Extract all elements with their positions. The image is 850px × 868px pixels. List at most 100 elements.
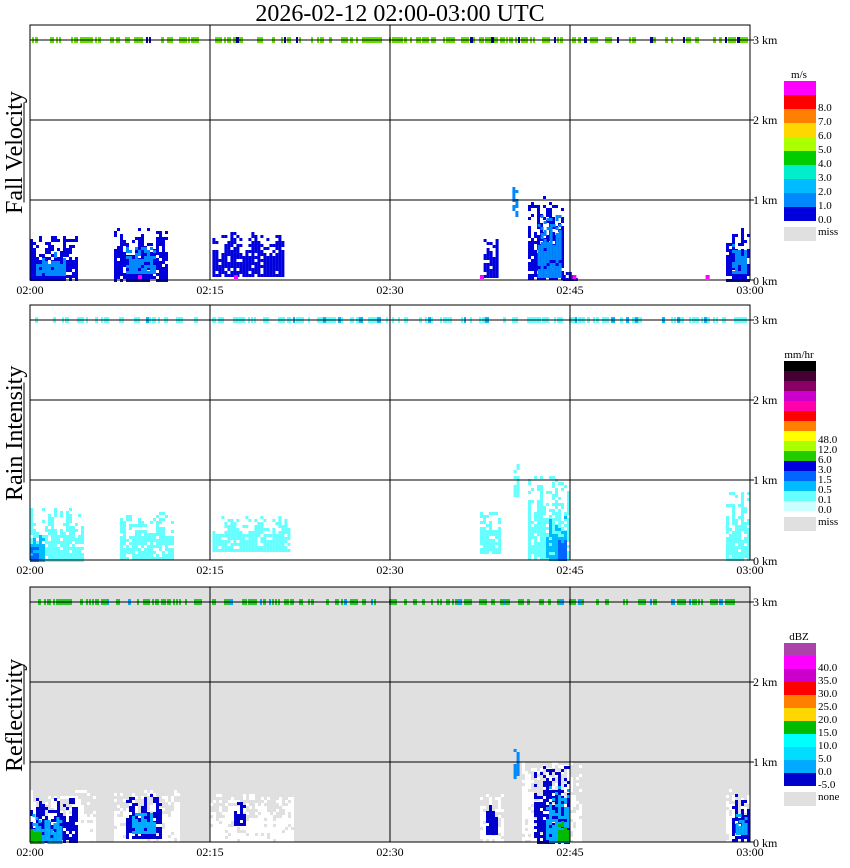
legend-swatch (784, 734, 816, 747)
panel-label: Reflectivity (2, 657, 28, 772)
y-tick-label: 1 km (753, 473, 778, 487)
panel-label: Rain Intensity (2, 364, 28, 501)
legend-swatch (784, 207, 816, 221)
legend-level: 5.0 (818, 753, 832, 765)
legend-swatch (784, 747, 816, 760)
legend-swatch (784, 401, 816, 411)
legend-level: 48.0 (818, 434, 838, 446)
legend-swatch (784, 151, 816, 165)
y-tick-label: 3 km (753, 595, 778, 609)
y-tick-label: 3 km (753, 33, 778, 47)
echo-speck (234, 275, 238, 279)
plot-frame (29, 304, 751, 561)
echo-region (483, 239, 499, 278)
echo-speck (138, 275, 142, 279)
legend-swatch (784, 193, 816, 207)
x-tick-label: 02:30 (376, 563, 404, 577)
legend-level: 7.0 (818, 116, 832, 128)
legend-level: 5.0 (818, 144, 832, 156)
legend-missing-swatch: miss (784, 226, 838, 241)
x-tick-label: 02:15 (196, 283, 224, 297)
x-tick-label: 02:00 (16, 563, 44, 577)
echo-region (486, 805, 498, 835)
legend-swatch (784, 391, 816, 401)
legend-level: 2.0 (818, 186, 832, 198)
echo-region (234, 802, 246, 826)
legend-swatch (784, 760, 816, 773)
echo-region (537, 215, 562, 278)
plot-frame (29, 24, 751, 281)
legend-swatch (784, 471, 816, 481)
legend-swatch (784, 137, 816, 151)
legend-swatch (784, 421, 816, 431)
legend-level: 3.0 (818, 172, 832, 184)
x-tick-label: 03:00 (736, 563, 764, 577)
echo-region (735, 814, 748, 835)
x-tick-label: 02:30 (376, 283, 404, 297)
legend-swatch (784, 451, 816, 461)
legend-level: 25.0 (818, 701, 838, 713)
x-tick-label: 02:45 (556, 563, 584, 577)
legend-missing-swatch: miss (784, 516, 838, 531)
echo-region (210, 794, 294, 842)
legend-level: 20.0 (818, 714, 838, 726)
legend-level: 0.0 (818, 766, 832, 778)
legend-level: 0.1 (818, 494, 832, 506)
echo-region (558, 821, 570, 842)
legend-swatch (784, 501, 816, 511)
legend-level: 6.0 (818, 454, 832, 466)
legend-swatch (784, 431, 816, 441)
legend-unit: mm/hr (784, 349, 814, 361)
y-tick-label: 1 km (753, 755, 778, 769)
legend-swatch (784, 109, 816, 123)
echo-speck (480, 275, 484, 279)
y-tick-label: 3 km (753, 313, 778, 327)
legend-level: 0.0 (818, 504, 832, 516)
echo-region (132, 813, 156, 834)
legend-missing-label: none (818, 791, 840, 803)
legend-level: -5.0 (818, 779, 836, 791)
legend-level: 6.0 (818, 130, 832, 142)
legend-swatch (784, 123, 816, 137)
legend-unit: m/s (791, 69, 807, 81)
legend-swatch (784, 371, 816, 381)
legend-level: 12.0 (818, 444, 838, 456)
echo-region (126, 247, 156, 274)
x-tick-label: 02:00 (16, 283, 44, 297)
echo-region (480, 512, 501, 554)
legend-level: 4.0 (818, 158, 832, 170)
y-tick-label: 2 km (753, 113, 778, 127)
legend-level: 30.0 (818, 688, 838, 700)
echo-speck (572, 275, 577, 279)
y-tick-label: 0 km (753, 274, 778, 288)
echo-speck (705, 275, 710, 279)
legend-swatch (784, 165, 816, 179)
legend-swatch (784, 461, 816, 471)
legend-swatch (784, 381, 816, 391)
legend-level: 1.5 (818, 474, 832, 486)
x-tick-label: 03:00 (736, 283, 764, 297)
chart-title: 2026-02-12 02:00-03:00 UTC (255, 1, 545, 27)
panel-label: Fall Velocity (2, 91, 28, 214)
x-tick-label: 03:00 (736, 845, 764, 859)
legend-swatch (784, 773, 816, 786)
legend-swatch (784, 95, 816, 109)
x-tick-label: 02:45 (556, 845, 584, 859)
x-tick-label: 02:00 (16, 845, 44, 859)
y-tick-label: 0 km (753, 836, 778, 850)
x-tick-label: 02:15 (196, 563, 224, 577)
legend-swatch (784, 669, 816, 682)
legend-level: 15.0 (818, 727, 838, 739)
y-tick-label: 0 km (753, 554, 778, 568)
x-tick-label: 02:15 (196, 845, 224, 859)
echo-region (726, 492, 750, 561)
x-tick-label: 02:30 (376, 845, 404, 859)
legend-swatch (784, 81, 816, 95)
legend-swatch (784, 643, 816, 656)
legend-swatch (784, 411, 816, 421)
legend-swatch (784, 481, 816, 491)
legend-missing-label: miss (818, 516, 839, 528)
color-legend: m/s miss 8.0 7.0 6.0 5.0 4.0 3.0 2.0 1.0 0.0 (784, 69, 844, 241)
legend-swatch (784, 695, 816, 708)
